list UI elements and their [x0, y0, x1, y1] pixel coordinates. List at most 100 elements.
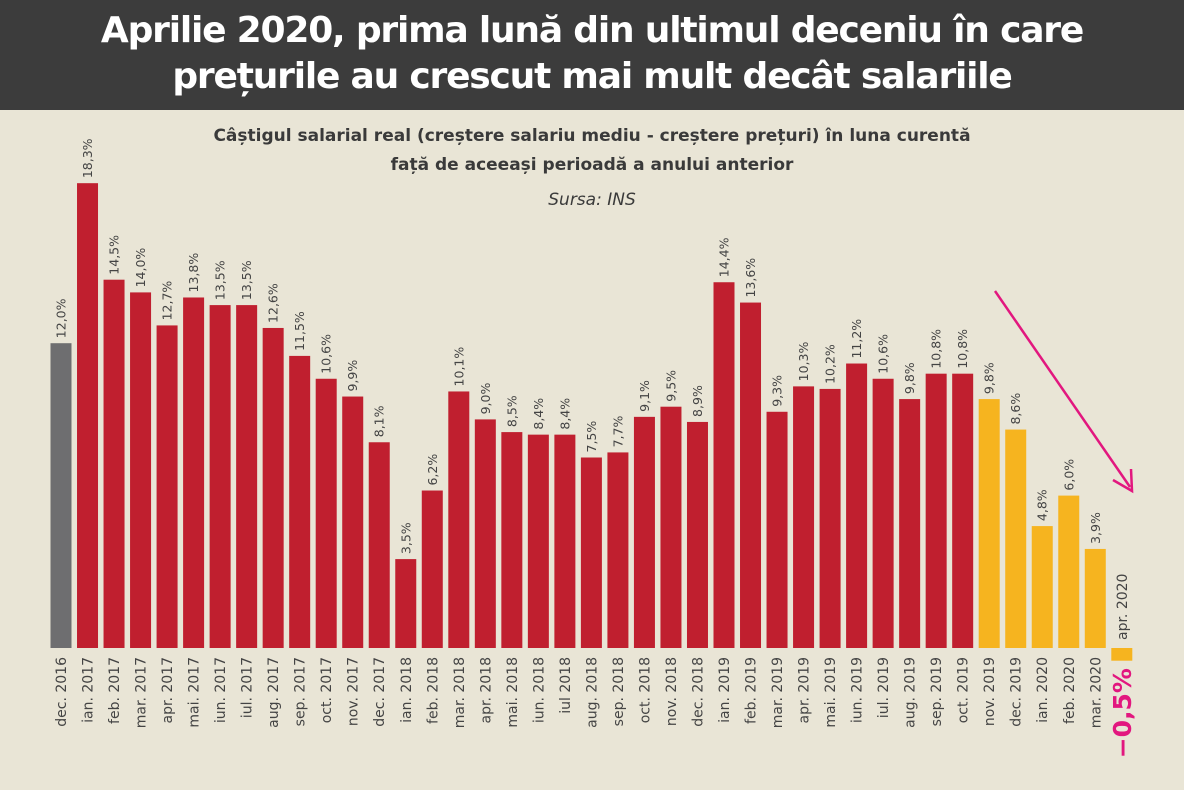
arrow-head-icon: [1112, 468, 1134, 494]
bar: [872, 378, 894, 648]
bar: [1084, 548, 1106, 648]
header-banner: Aprilie 2020, prima lună din ultimul dec…: [0, 0, 1184, 110]
category-label: apr. 2018: [478, 657, 494, 723]
bar: [660, 406, 682, 648]
bar: [501, 432, 523, 648]
value-label: 10,6%: [319, 334, 334, 374]
category-label: oct. 2017: [319, 657, 335, 723]
category-label: apr. 2017: [160, 657, 176, 723]
category-label: oct. 2019: [956, 657, 972, 723]
bar: [50, 343, 72, 648]
value-label: 9,5%: [663, 370, 678, 402]
value-label: 10,6%: [876, 334, 891, 374]
value-label: 6,2%: [425, 454, 440, 486]
value-label: 13,5%: [213, 260, 228, 300]
category-label: ian. 2018: [399, 657, 415, 723]
bar: [103, 279, 125, 648]
headline-line-2: prețurile au crescut mai mult decât sala…: [172, 56, 1012, 97]
bar: [899, 399, 921, 648]
category-label: nov. 2017: [346, 657, 362, 726]
category-label: ian. 2017: [81, 657, 97, 723]
bar: [686, 421, 708, 648]
trend-arrow: [993, 290, 1132, 488]
category-label: iun. 2019: [850, 657, 866, 723]
value-label: 13,8%: [186, 253, 201, 293]
value-label: 10,3%: [796, 342, 811, 382]
category-label: nov. 2019: [982, 657, 998, 726]
bar: [236, 305, 258, 648]
category-label: aug. 2018: [584, 657, 600, 728]
value-label: 9,9%: [345, 360, 360, 392]
bar: [262, 327, 284, 648]
category-label: apr. 2019: [797, 657, 813, 723]
category-label: sep. 2017: [293, 657, 309, 726]
category-label: ian. 2019: [717, 657, 733, 723]
category-label: iul. 2019: [876, 657, 892, 718]
chart-title: Câștigul salarial real (creștere salariu…: [213, 126, 971, 146]
category-label: aug. 2017: [266, 657, 282, 728]
value-label: 10,1%: [451, 347, 466, 387]
chart-subtitle: față de aceeași perioadă a anului anteri…: [390, 155, 794, 175]
bar: [793, 386, 815, 648]
value-label: 7,7%: [610, 416, 625, 448]
value-label: 9,8%: [902, 362, 917, 394]
category-label: mar. 2019: [770, 657, 786, 728]
category-label: feb. 2020: [1062, 657, 1078, 724]
bar: [474, 419, 496, 648]
chart-source: Sursa: INS: [548, 190, 636, 210]
category-label: feb. 2019: [744, 657, 760, 724]
value-label: 12,6%: [266, 283, 281, 323]
bar: [766, 411, 788, 648]
bar: [1031, 526, 1053, 648]
value-label: 10,8%: [955, 329, 970, 369]
value-label: 6,0%: [1061, 459, 1076, 491]
value-label: 10,8%: [929, 329, 944, 369]
bar: [580, 457, 602, 648]
bar: [395, 559, 417, 648]
headline-line-1: Aprilie 2020, prima lună din ultimul dec…: [100, 10, 1084, 51]
value-label: 14,4%: [717, 237, 732, 277]
value-label: 12,7%: [160, 281, 175, 321]
bar: [978, 399, 1000, 648]
bar: [1058, 495, 1080, 648]
bar: [130, 292, 152, 648]
bar: [633, 416, 655, 648]
value-label: 12,0%: [54, 298, 69, 338]
bar: [607, 452, 629, 648]
value-label: 14,5%: [107, 235, 122, 275]
value-label: 13,6%: [743, 258, 758, 298]
value-label: 9,8%: [982, 362, 997, 394]
category-label: dec. 2019: [1009, 657, 1025, 727]
bar: [448, 391, 470, 648]
value-label: 13,5%: [239, 260, 254, 300]
category-label: mar. 2018: [452, 657, 468, 728]
value-label: 11,2%: [849, 319, 864, 359]
category-label: dec. 2018: [690, 657, 706, 727]
value-label: 11,5%: [292, 311, 307, 351]
value-label: 8,4%: [557, 398, 572, 430]
bar: [421, 490, 443, 648]
bar: [846, 363, 868, 648]
category-label: mar. 2020: [1088, 657, 1104, 728]
bar: [209, 305, 231, 648]
category-label: oct. 2018: [637, 657, 653, 723]
bar: [527, 434, 549, 648]
category-label: feb. 2017: [107, 657, 123, 724]
value-label: 18,3%: [80, 138, 95, 178]
category-label: iul 2018: [558, 657, 574, 714]
value-label: 10,2%: [823, 344, 838, 384]
value-label: 9,0%: [478, 383, 493, 415]
category-label: sep. 2018: [611, 657, 627, 726]
bar: [289, 355, 311, 648]
category-label: ian. 2020: [1035, 657, 1051, 723]
category-label: sep. 2019: [929, 657, 945, 726]
bar: [740, 302, 762, 648]
value-label: 9,3%: [770, 375, 785, 407]
bar: [1005, 429, 1027, 648]
category-label: feb. 2018: [425, 657, 441, 724]
bar: [77, 183, 99, 648]
category-label: iun. 2018: [531, 657, 547, 723]
bar: [342, 396, 364, 648]
category-label: iun. 2017: [213, 657, 229, 723]
